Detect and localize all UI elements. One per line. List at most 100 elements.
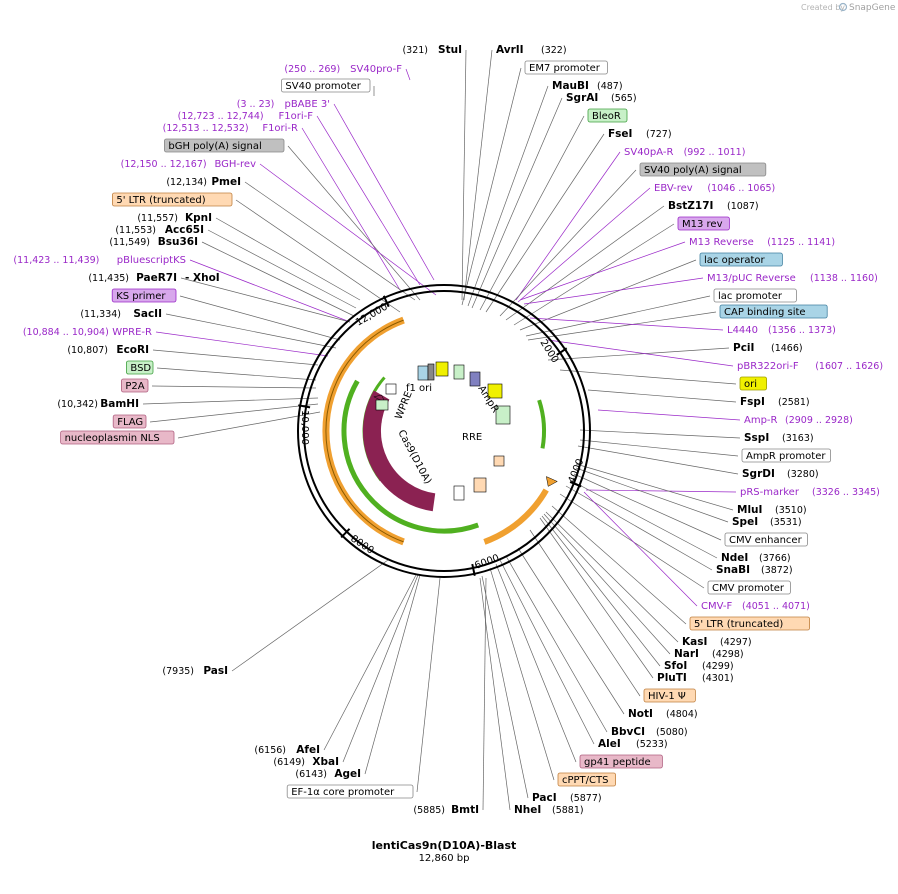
leader-line: [152, 349, 319, 366]
leader-line: [519, 241, 686, 301]
leader-line: [529, 529, 641, 697]
leader-line: [463, 49, 493, 301]
feature-label: EM7 promoter: [529, 63, 601, 74]
leader-line: [333, 103, 435, 281]
site-position: (5885): [413, 805, 445, 816]
site-position: (3531): [770, 517, 802, 528]
feature-label-box: [587, 108, 628, 123]
leader-line: [565, 485, 713, 571]
site-name: KasI: [682, 636, 707, 648]
primer-position: (4051 .. 4071): [742, 601, 810, 612]
primer-label: pBABE 3': [284, 99, 330, 110]
feature-block: [473, 477, 487, 493]
site-position: (11,549): [109, 237, 150, 248]
site-name: Bsu36I: [158, 236, 198, 248]
leader-line: [179, 295, 341, 341]
site-position: (12,134): [166, 177, 207, 188]
site-position: (4299): [702, 661, 734, 672]
leader-line: [151, 385, 317, 389]
leader-line: [519, 259, 697, 331]
feature-label: SV40 poly(A) signal: [644, 165, 742, 176]
inner-label-wpre: WPRE: [394, 390, 415, 421]
site-position: (321): [402, 45, 428, 56]
feature-label-box: [677, 216, 730, 231]
site-name: NarI: [674, 648, 699, 660]
primer-position: (12,723 .. 12,744): [178, 111, 264, 122]
site-name: SpeI: [732, 516, 758, 528]
feature-label-box: [639, 162, 767, 177]
site-position: (487): [597, 81, 623, 92]
primer-label: pBluescriptKS: [117, 255, 186, 266]
leader-line: [575, 467, 729, 523]
leader-line: [547, 339, 734, 367]
leader-line: [551, 505, 687, 625]
primer-position: (992 .. 1011): [684, 147, 746, 158]
credit-brand: SnapGene: [849, 3, 896, 13]
leader-line: [235, 199, 401, 313]
site-position: (4298): [712, 649, 744, 660]
site-name: SgrAI: [566, 92, 598, 104]
site-position: (1087): [727, 201, 759, 212]
leader-line: [575, 463, 734, 511]
feature-label-box: [557, 772, 616, 787]
feature-label-box: [126, 360, 154, 375]
leader-line: [485, 133, 605, 313]
leader-line: [287, 145, 421, 301]
primer-position: (12,150 .. 12,167): [121, 159, 207, 170]
leader-line: [489, 567, 555, 781]
primer-position: (1125 .. 1141): [767, 237, 835, 248]
site-name: SfoI: [664, 660, 687, 672]
site-position: (11,553): [115, 225, 156, 236]
feature-label-box: [713, 288, 797, 303]
feature-label: HIV-1 Ψ: [648, 691, 686, 702]
leader-line: [505, 205, 665, 321]
feature-label-box: [112, 192, 233, 207]
leader-line: [527, 311, 717, 341]
backbone-inner-ring: [303, 290, 585, 572]
inner-label-f1-ori: f1 ori: [406, 383, 432, 394]
feature-label-box: [741, 448, 831, 463]
site-name: AgeI: [334, 768, 361, 780]
primer-position: (1046 .. 1065): [707, 183, 775, 194]
feature-label: CAP binding site: [724, 307, 806, 318]
primer-label: F1ori-F: [279, 111, 314, 122]
site-position: (10,342): [57, 399, 98, 410]
leader-line: [479, 115, 585, 311]
site-position: (5080): [656, 727, 688, 738]
site-name: EcoRI: [116, 344, 149, 356]
leader-line: [207, 229, 357, 309]
leader-line: [461, 67, 522, 306]
feature-label: BSD: [130, 363, 151, 374]
gold-arrowhead: [545, 476, 558, 487]
site-name: PacI: [532, 792, 557, 804]
site-name: StuI: [438, 44, 462, 56]
inner-labels: f1 ori AmpR RRE Cas9(D10A) WPRE: [394, 383, 501, 486]
leader-line: [517, 547, 625, 715]
leader-line: [525, 295, 711, 337]
leader-line: [587, 389, 737, 403]
primer-label: pBR322ori-F: [737, 361, 799, 372]
leader-line: [316, 115, 421, 286]
site-position: (1466): [771, 343, 803, 354]
primer-position: (11,423 .. 11,439): [13, 255, 99, 266]
feature-label: AmpR promoter: [746, 451, 826, 462]
leader-line: [482, 577, 487, 811]
leader-line: [416, 577, 441, 793]
leader-line: [301, 127, 401, 291]
primer-label: WPRE-R: [112, 327, 152, 338]
feature-block: [469, 371, 481, 387]
cas9-feature-arc: [363, 390, 436, 512]
leader-line: [541, 515, 661, 667]
leader-line: [405, 68, 411, 81]
feature-label: cPPT/CTS: [562, 775, 608, 786]
site-name: BamHI: [100, 398, 139, 410]
leader-line: [505, 555, 608, 733]
credit-created-by: Created by: [801, 3, 845, 12]
site-position: (6156): [254, 745, 286, 756]
primer-label: L4440: [727, 325, 758, 336]
feature-label-box: [579, 754, 663, 769]
site-name: NdeI: [721, 552, 748, 564]
site-position: (5877): [570, 793, 602, 804]
site-name: AvrII: [496, 44, 524, 56]
leader-line: [364, 574, 421, 775]
